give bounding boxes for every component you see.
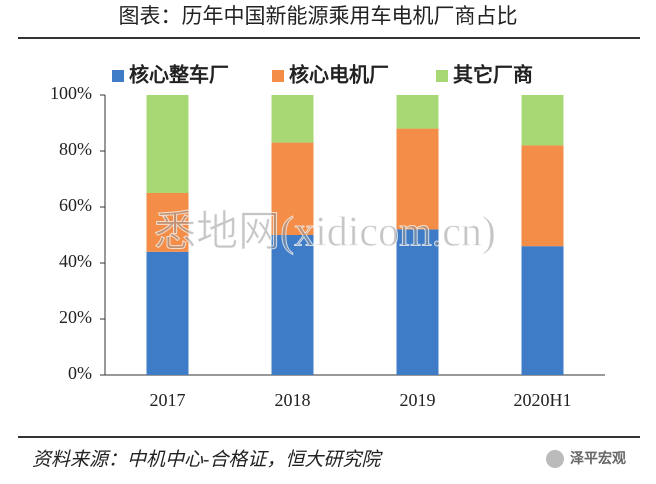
y-tick-label: 80% (59, 139, 92, 159)
legend-label: 核心整车厂 (129, 63, 229, 87)
bar-segment (146, 193, 189, 252)
legend-swatch (272, 70, 284, 82)
logo-icon (546, 450, 564, 468)
legend-swatch (112, 70, 124, 82)
x-tick-label: 2018 (275, 390, 311, 410)
bar-segment (271, 235, 314, 375)
bar-segment (521, 145, 564, 247)
x-tick-label: 2020H1 (514, 390, 572, 410)
bar-segment (396, 128, 439, 230)
bar-segment (146, 251, 189, 375)
y-tick-label: 100% (50, 83, 92, 103)
y-tick-label: 20% (59, 307, 92, 327)
bar-segment (271, 142, 314, 235)
legend-label: 其它厂商 (453, 63, 533, 87)
watermark: 悉地网(xidicom.cn) (154, 210, 496, 256)
bar-segment (396, 95, 439, 129)
y-tick-label: 40% (59, 251, 92, 271)
bar-segment (521, 95, 564, 146)
legend-label: 核心电机厂 (289, 63, 389, 87)
y-tick-label: 60% (59, 195, 92, 215)
legend-swatch (436, 70, 448, 82)
bar-segment (146, 95, 189, 193)
bar-segment (271, 95, 314, 143)
y-tick-label: 0% (68, 363, 92, 383)
x-tick-label: 2019 (400, 390, 436, 410)
source-note: 资料来源：中机中心-合格证，恒大研究院 (32, 448, 383, 470)
chart-title: 图表：历年中国新能源乘用车电机厂商占比 (119, 4, 518, 28)
bar-segment (521, 246, 564, 375)
logo-text: 泽平宏观 (570, 450, 626, 467)
x-tick-label: 2017 (150, 390, 186, 410)
bar-segment (396, 229, 439, 375)
